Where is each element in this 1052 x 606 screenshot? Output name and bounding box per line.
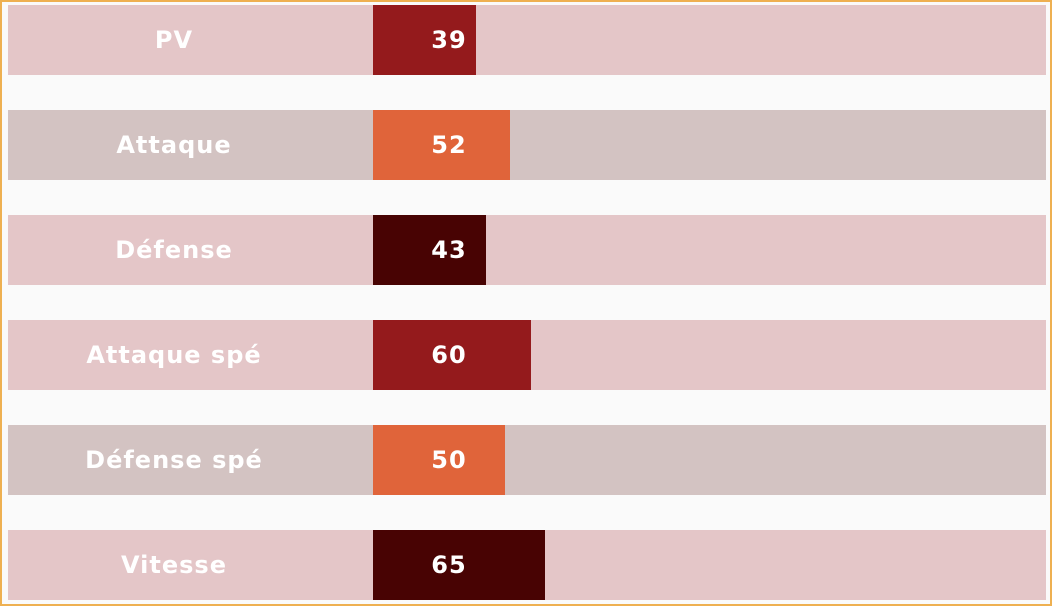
stat-value: 50 <box>431 446 467 474</box>
stat-row: PV 39 <box>8 5 1046 75</box>
stat-label: PV <box>154 26 194 54</box>
stat-bar <box>373 425 505 495</box>
stat-bar <box>373 215 486 285</box>
stat-value: 60 <box>431 341 467 369</box>
stat-value: 52 <box>431 131 467 159</box>
stat-row: Attaque 52 <box>8 110 1046 180</box>
stat-label: Attaque spé <box>86 341 262 369</box>
stat-row: Attaque spé 60 <box>8 320 1046 390</box>
stat-row: Vitesse 65 <box>8 530 1046 600</box>
stat-value: 39 <box>431 26 467 54</box>
stat-bar <box>373 320 531 390</box>
stat-label: Attaque <box>116 131 232 159</box>
stat-bar <box>373 530 545 600</box>
stat-label: Vitesse <box>121 551 227 579</box>
stat-row: Défense spé 50 <box>8 425 1046 495</box>
stat-value: 43 <box>431 236 467 264</box>
stat-label: Défense <box>115 236 233 264</box>
stat-bar <box>373 110 510 180</box>
stat-row: Défense 43 <box>8 215 1046 285</box>
stat-value: 65 <box>431 551 467 579</box>
stat-bar <box>373 5 476 75</box>
stat-label: Défense spé <box>85 446 263 474</box>
